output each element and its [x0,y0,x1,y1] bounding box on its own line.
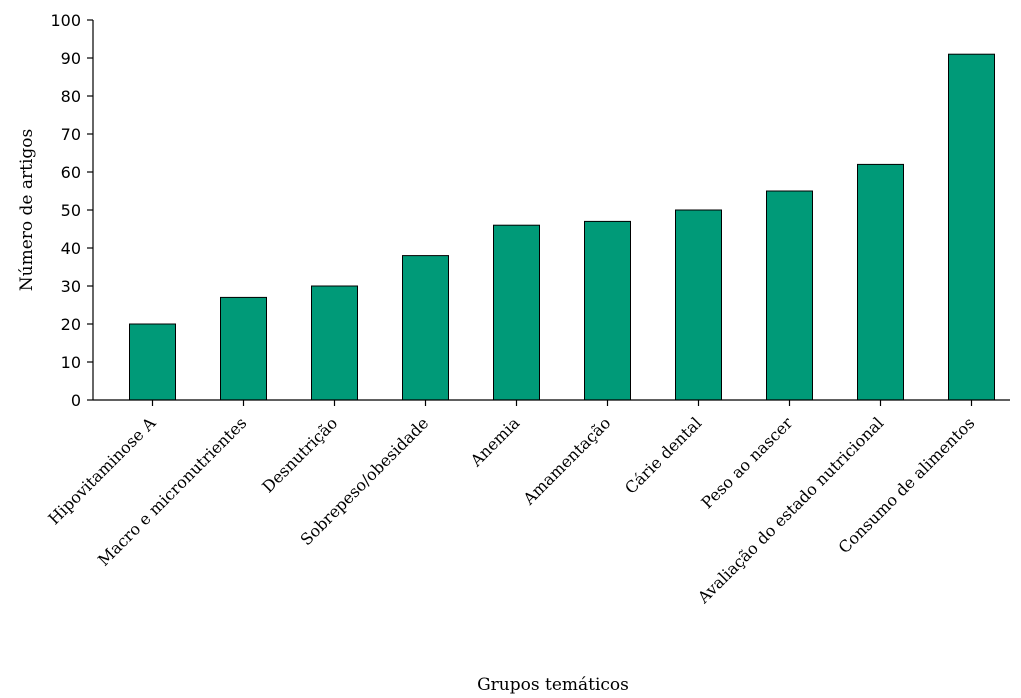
y-tick-label: 80 [61,87,81,106]
y-tick-label: 100 [50,11,81,30]
bar [402,255,449,401]
y-tick-label: 40 [61,239,81,258]
y-tick-label: 70 [61,125,81,144]
y-tick-label: 60 [61,163,81,182]
bars [129,53,995,401]
y-axis-title: Número de artigos [17,129,37,292]
y-tick-label: 90 [61,49,81,68]
y-tick-label: 30 [61,277,81,296]
x-tick-label: Peso ao nascer [697,413,796,512]
x-axis-title: Grupos temáticos [477,675,629,695]
x-tick-label: Amamentação [519,413,615,509]
bar [948,53,995,401]
x-tick-label: Avaliação do estado nutricional [693,413,887,607]
x-tick-label: Anemia [466,413,524,471]
y-tick-label: 0 [71,391,81,410]
bar [584,220,631,401]
bar [857,163,904,401]
y-tick-label: 20 [61,315,81,334]
bar [220,296,267,401]
bar [493,224,540,401]
y-axis-ticks: 0 10 20 30 40 50 60 70 80 90 100 [50,11,93,410]
x-tick-label: Macro e micronutrientes [94,413,250,569]
bar [766,190,813,401]
y-tick-label: 10 [61,353,81,372]
bar [675,209,722,401]
bar [129,323,176,401]
y-tick-label: 50 [61,201,81,220]
bar [311,285,358,401]
x-tick-label: Cárie dental [621,413,705,497]
x-tick-label: Desnutrição [258,413,341,496]
